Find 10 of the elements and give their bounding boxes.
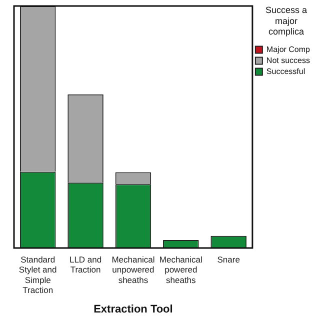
x-tick-label: Mechanical unpowered sheaths <box>112 254 155 285</box>
x-tick-label: Snare <box>217 254 240 264</box>
legend-label: Major Comp <box>266 45 311 54</box>
x-axis-title: Extraction Tool <box>94 303 173 316</box>
legend-label: Successful <box>266 67 306 76</box>
legend-title: Success a major complica <box>265 4 307 37</box>
x-tick-label: LLD and Traction <box>69 254 102 275</box>
x-tick-label: Standard Stylet and Simple Traction <box>18 254 58 296</box>
legend-label: Not success <box>266 56 310 66</box>
x-tick-label: Mechanical powered sheaths <box>159 254 203 285</box>
